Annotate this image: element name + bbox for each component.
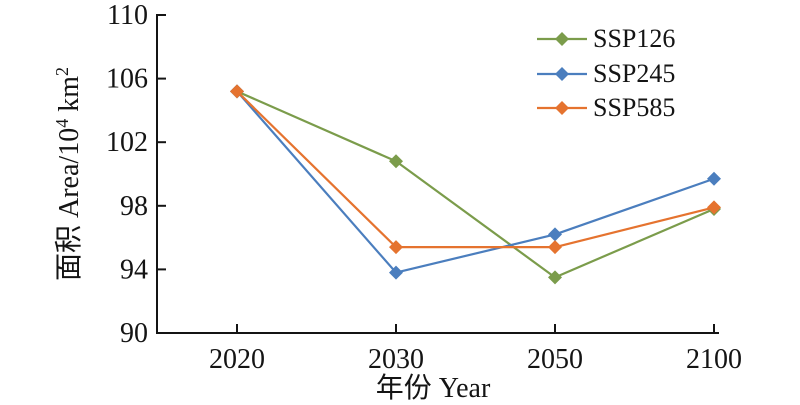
y-tick-label: 90 <box>120 318 148 349</box>
series-line-SSP245 <box>236 90 715 274</box>
y-axis-title: 面积 Area/104 km2 <box>52 67 85 281</box>
y-tick-label: 94 <box>120 254 148 285</box>
x-tick-label: 2100 <box>686 344 742 375</box>
data-point-SSP245-2050 <box>548 227 562 242</box>
data-point-SSP245-2100 <box>707 171 721 186</box>
legend: SSP126 SSP245 SSP585 <box>537 24 675 122</box>
legend-label-SSP126: SSP126 <box>593 24 675 53</box>
y-tick-label: 110 <box>107 0 148 31</box>
y-tick-label: 102 <box>106 127 148 158</box>
legend-marker-SSP126 <box>555 32 569 46</box>
legend-marker-SSP245 <box>555 67 569 81</box>
series-line-SSP585 <box>236 90 715 249</box>
data-point-SSP126-2030 <box>389 154 403 169</box>
y-axis-title-sup: 2 <box>52 67 72 76</box>
x-axis-title: 年份 Year <box>376 372 491 404</box>
series-line-SSP126 <box>236 90 715 279</box>
data-point-SSP585-2020 <box>230 84 244 99</box>
series-layer <box>230 84 721 285</box>
y-axis-title-sup: 4 <box>52 119 72 128</box>
legend-marker-SSP585 <box>555 101 569 115</box>
y-axis-title-part: 面积 Area/10 <box>54 128 85 281</box>
y-tick-label: 98 <box>120 191 148 222</box>
data-point-SSP245-2030 <box>389 265 403 280</box>
legend-item-SSP245: SSP245 <box>537 59 675 88</box>
data-point-SSP585-2050 <box>548 240 562 255</box>
series-SSP585 <box>230 84 721 255</box>
axes-layer: 90 94 98 102 106 110 2020 2030 2050 2100 面积 Area/1… <box>52 0 742 375</box>
data-point-SSP585-2100 <box>707 200 721 215</box>
data-point-SSP126-2050 <box>548 270 562 285</box>
x-tick-label: 2020 <box>209 344 265 375</box>
legend-item-SSP585: SSP585 <box>537 93 675 122</box>
x-tick-label: 2030 <box>368 344 424 375</box>
legend-label-SSP585: SSP585 <box>593 93 675 122</box>
legend-label-SSP245: SSP245 <box>593 59 675 88</box>
y-axis-title-part: km <box>54 76 85 119</box>
x-tick-label: 2050 <box>527 344 583 375</box>
legend-item-SSP126: SSP126 <box>537 24 675 53</box>
data-point-SSP585-2030 <box>389 240 403 255</box>
y-tick-label: 106 <box>106 64 148 95</box>
